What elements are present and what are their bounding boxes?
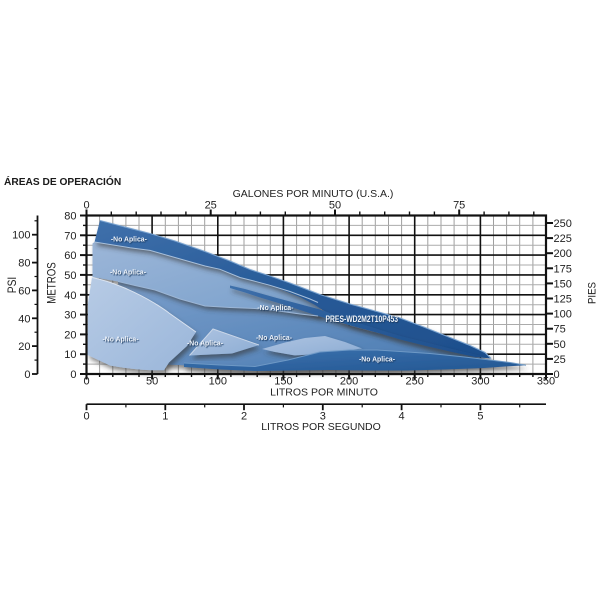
svg-text:40: 40 (64, 290, 76, 302)
svg-text:PSI: PSI (7, 277, 19, 294)
svg-text:1: 1 (162, 411, 168, 423)
svg-text:-No Aplica-: -No Aplica- (110, 268, 146, 277)
svg-text:50: 50 (64, 270, 76, 282)
svg-text:METROS: METROS (45, 262, 59, 304)
svg-text:175: 175 (554, 263, 572, 275)
svg-text:60: 60 (18, 285, 30, 297)
svg-text:80: 80 (64, 211, 76, 223)
svg-text:250: 250 (554, 218, 572, 230)
svg-text:0: 0 (24, 369, 30, 381)
svg-text:225: 225 (554, 233, 572, 245)
svg-text:0: 0 (83, 200, 89, 212)
svg-text:20: 20 (64, 329, 76, 341)
svg-text:80: 80 (18, 258, 30, 270)
svg-text:200: 200 (554, 248, 572, 260)
svg-text:40: 40 (18, 313, 30, 325)
svg-text:60: 60 (64, 250, 76, 262)
svg-text:LITROS POR MINUTO: LITROS POR MINUTO (270, 387, 378, 399)
svg-text:125: 125 (554, 294, 572, 306)
svg-text:30: 30 (64, 310, 76, 322)
svg-text:20: 20 (18, 341, 30, 353)
svg-text:70: 70 (64, 230, 76, 242)
svg-text:-No Aplica-: -No Aplica- (187, 339, 223, 348)
svg-text:-No Aplica-: -No Aplica- (103, 335, 139, 344)
svg-text:0: 0 (554, 369, 560, 381)
svg-text:100: 100 (554, 309, 572, 321)
svg-text:4: 4 (399, 411, 405, 423)
svg-text:50: 50 (146, 376, 158, 388)
svg-text:ÁREAS DE OPERACIÓN: ÁREAS DE OPERACIÓN (4, 175, 121, 188)
svg-text:LITROS POR SEGUNDO: LITROS POR SEGUNDO (261, 421, 381, 433)
svg-text:200: 200 (340, 376, 358, 388)
svg-text:0: 0 (70, 369, 76, 381)
svg-text:300: 300 (471, 376, 489, 388)
svg-text:25: 25 (554, 354, 566, 366)
svg-text:50: 50 (329, 200, 341, 212)
svg-text:10: 10 (64, 349, 76, 361)
svg-text:GALONES POR MINUTO (U.S.A.): GALONES POR MINUTO (U.S.A.) (233, 188, 394, 200)
svg-text:-No Aplica-: -No Aplica- (359, 355, 395, 364)
svg-text:150: 150 (274, 376, 292, 388)
svg-text:-No Aplica-: -No Aplica- (257, 303, 293, 312)
svg-text:0: 0 (83, 411, 89, 423)
svg-text:75: 75 (453, 200, 465, 212)
svg-text:2: 2 (241, 411, 247, 423)
svg-text:PRES-WD2M2T10P453: PRES-WD2M2T10P453 (326, 314, 399, 324)
svg-text:350: 350 (537, 376, 555, 388)
svg-text:3: 3 (320, 411, 326, 423)
svg-text:-No Aplica-: -No Aplica- (256, 333, 292, 342)
svg-text:100: 100 (209, 376, 227, 388)
svg-text:PIES: PIES (587, 282, 599, 304)
svg-text:0: 0 (83, 376, 89, 388)
svg-text:50: 50 (554, 339, 566, 351)
svg-text:25: 25 (205, 200, 217, 212)
svg-text:5: 5 (477, 411, 483, 423)
svg-text:150: 150 (554, 278, 572, 290)
svg-text:75: 75 (554, 324, 566, 336)
svg-text:250: 250 (406, 376, 424, 388)
svg-text:-No Aplica-: -No Aplica- (111, 234, 147, 243)
svg-text:100: 100 (12, 230, 30, 242)
